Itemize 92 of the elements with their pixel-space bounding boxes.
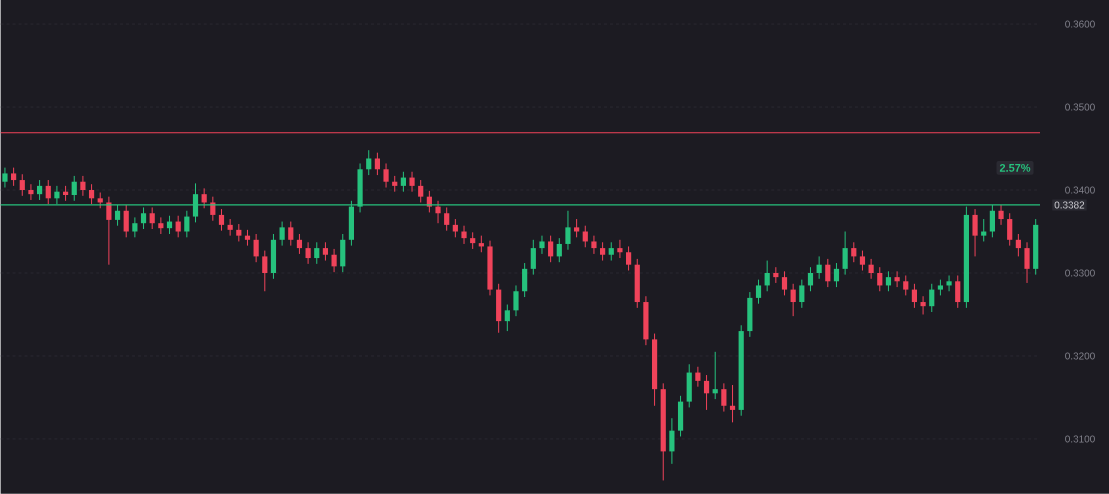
candlestick	[998, 204, 1004, 226]
candlestick	[400, 171, 406, 193]
candlestick	[911, 283, 918, 309]
candlestick	[1007, 212, 1013, 247]
candlestick	[383, 163, 389, 189]
candlestick	[149, 207, 155, 230]
candlestick	[591, 235, 597, 255]
candlestick	[833, 262, 840, 288]
candlestick	[314, 241, 320, 265]
candlestick	[565, 210, 571, 251]
candlestick	[88, 183, 95, 205]
candlestick	[712, 351, 718, 400]
candlestick	[45, 179, 51, 205]
candlestick	[695, 366, 701, 388]
candlestick	[920, 295, 926, 316]
candlestick	[201, 188, 207, 209]
candlestick	[600, 241, 606, 262]
candlestick	[28, 183, 34, 201]
candlestick	[703, 374, 710, 411]
candlestick	[11, 167, 17, 187]
candlestick	[981, 218, 987, 243]
candlestick	[1024, 241, 1030, 284]
candlestick	[790, 283, 796, 317]
candlestick	[625, 246, 632, 272]
candlestick	[548, 235, 554, 263]
candlestick	[331, 248, 337, 273]
y-tick-label: 0.3100	[1065, 435, 1095, 443]
candlestick	[452, 218, 458, 238]
candlestick	[885, 270, 892, 292]
candlestick	[764, 260, 770, 292]
candlestick	[19, 173, 25, 197]
candlestick	[461, 225, 467, 245]
candlestick	[799, 279, 805, 309]
candlestick	[132, 217, 138, 238]
candlestick	[842, 231, 848, 276]
candlestick	[825, 258, 831, 288]
candlestick	[781, 270, 788, 297]
candlestick	[279, 221, 285, 247]
candlestick	[513, 285, 519, 317]
candlestick	[218, 208, 225, 232]
candlestick	[929, 283, 935, 313]
candlestick	[36, 179, 43, 201]
candlestick	[175, 215, 181, 238]
candlestick	[574, 218, 580, 238]
candlestick	[530, 239, 536, 276]
candlestick	[816, 256, 822, 280]
candlestick	[123, 204, 129, 238]
candlestick	[894, 270, 900, 288]
candlestick	[366, 149, 372, 176]
candlestick	[608, 241, 614, 262]
y-tick-label: 0.3300	[1065, 269, 1095, 277]
candlestick	[374, 152, 380, 176]
candlestick	[435, 200, 441, 224]
candlestick	[539, 235, 545, 255]
y-tick-label: 0.3400	[1065, 186, 1095, 194]
candlestick	[80, 175, 86, 197]
candlestick	[444, 207, 450, 232]
candlestick	[184, 210, 190, 238]
candlestick	[504, 304, 510, 332]
candlestick	[972, 208, 978, 258]
candlestick	[669, 417, 675, 465]
candlestick	[755, 279, 762, 305]
candlestick	[556, 237, 562, 263]
annotation: 2.57%	[999, 164, 1031, 172]
candlestick	[253, 233, 259, 263]
candlestick	[288, 221, 294, 247]
candlestick	[1015, 233, 1021, 258]
y-tick-label: 0.3200	[1065, 352, 1095, 360]
candlestick	[955, 275, 961, 309]
ref-line-label: 0.3382	[1054, 201, 1085, 209]
y-tick-label: 0.3500	[1065, 103, 1095, 111]
candlestick	[71, 175, 77, 202]
candlestick	[807, 266, 814, 292]
candlestick	[868, 258, 874, 280]
candlestick	[721, 383, 727, 413]
candlestick	[418, 179, 424, 204]
candlestick	[859, 250, 866, 272]
candlestick	[296, 233, 303, 255]
candlestick	[2, 167, 8, 189]
candlestick	[305, 241, 311, 265]
y-tick-label: 0.3600	[1065, 20, 1095, 28]
candlestick	[729, 384, 736, 423]
candlestick	[522, 262, 528, 298]
candlestick	[617, 239, 623, 259]
candlestick	[409, 171, 415, 193]
candlestick	[851, 241, 857, 263]
candlestick	[262, 250, 268, 292]
candlestick	[322, 241, 329, 262]
candlestick	[946, 275, 952, 292]
candlestick	[877, 266, 883, 292]
candlestick	[903, 275, 909, 297]
candlestick	[158, 217, 164, 235]
